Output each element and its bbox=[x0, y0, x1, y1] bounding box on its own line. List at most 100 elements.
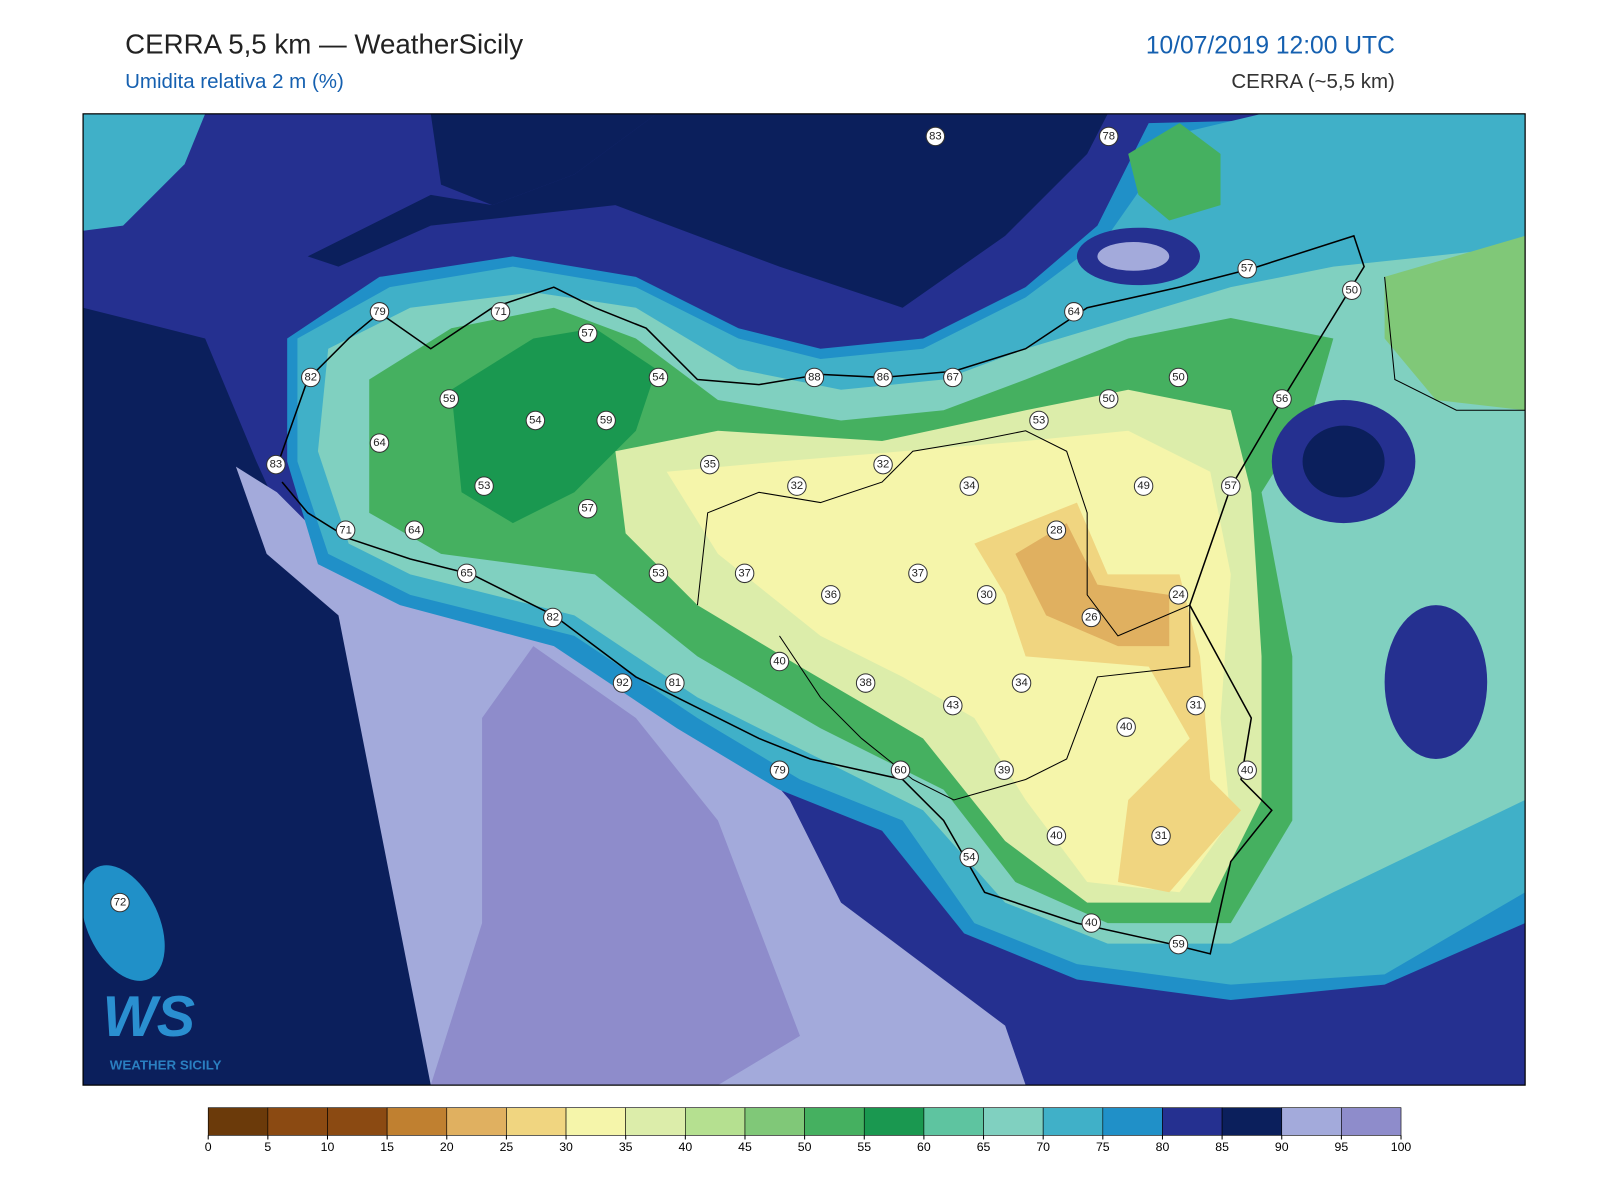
station-value: 49 bbox=[1137, 480, 1150, 492]
color-swatch bbox=[207, 1107, 269, 1136]
station-marker bbox=[769, 760, 790, 780]
station-value: 43 bbox=[947, 700, 960, 712]
station-value: 71 bbox=[339, 524, 352, 536]
field bbox=[1384, 605, 1488, 759]
station-marker bbox=[1237, 258, 1257, 279]
station-marker bbox=[266, 454, 286, 475]
map-frame bbox=[82, 113, 1526, 1086]
model: CERRA (~5,5 km) bbox=[1231, 70, 1394, 93]
color-swatch bbox=[1102, 1107, 1163, 1136]
color-swatch bbox=[446, 1107, 507, 1136]
tick-label: 0 bbox=[205, 1140, 212, 1154]
station-value: 57 bbox=[581, 503, 594, 515]
station-marker bbox=[994, 760, 1014, 780]
station-marker bbox=[873, 454, 893, 475]
station-marker bbox=[908, 563, 928, 584]
station-value: 57 bbox=[581, 327, 594, 339]
station-marker bbox=[474, 476, 494, 496]
station-value: 31 bbox=[1190, 700, 1203, 712]
field bbox=[307, 113, 1108, 308]
tick-label: 10 bbox=[321, 1140, 335, 1154]
station-marker bbox=[1081, 607, 1102, 628]
station-marker bbox=[612, 673, 633, 693]
subtitle: Umidita relativa 2 m (%) bbox=[125, 70, 344, 93]
color-swatch bbox=[625, 1107, 686, 1136]
station-value: 64 bbox=[408, 524, 421, 536]
station-marker bbox=[1011, 673, 1032, 693]
station-value: 50 bbox=[1172, 371, 1185, 383]
station-value: 78 bbox=[1102, 130, 1115, 142]
station-value: 40 bbox=[773, 656, 786, 668]
station-value: 82 bbox=[305, 371, 318, 383]
field bbox=[83, 113, 206, 231]
color-swatch bbox=[1341, 1107, 1402, 1136]
field bbox=[1384, 235, 1526, 411]
station-marker bbox=[596, 410, 616, 431]
field bbox=[83, 865, 165, 981]
station-value: 79 bbox=[773, 764, 786, 776]
tick-label: 85 bbox=[1215, 1140, 1229, 1154]
station-marker bbox=[943, 695, 963, 716]
color-swatch bbox=[267, 1107, 328, 1136]
station-value: 79 bbox=[373, 306, 386, 318]
color-swatch bbox=[386, 1107, 448, 1136]
station-marker bbox=[1168, 934, 1189, 955]
color-swatch bbox=[863, 1107, 925, 1136]
station-value: 54 bbox=[963, 851, 976, 863]
station-value: 81 bbox=[669, 677, 682, 689]
tick-label: 95 bbox=[1335, 1140, 1349, 1154]
station-value: 71 bbox=[494, 306, 507, 318]
station-value: 26 bbox=[1085, 611, 1098, 623]
station-value: 67 bbox=[947, 371, 960, 383]
station-value: 53 bbox=[652, 567, 665, 579]
tick-label: 75 bbox=[1096, 1140, 1110, 1154]
color-swatch bbox=[1221, 1107, 1283, 1136]
station-value: 37 bbox=[912, 567, 925, 579]
datetime: 10/07/2019 12:00 UTC bbox=[1146, 32, 1395, 59]
station-marker bbox=[577, 323, 598, 344]
station-value: 32 bbox=[877, 459, 890, 471]
tick-label: 30 bbox=[559, 1140, 573, 1154]
station-value: 37 bbox=[738, 567, 751, 579]
station-marker bbox=[855, 673, 876, 693]
station-marker bbox=[1272, 389, 1292, 409]
station-marker bbox=[1081, 913, 1102, 933]
tick-label: 5 bbox=[264, 1140, 271, 1154]
station-value: 64 bbox=[373, 437, 386, 449]
color-swatch bbox=[804, 1107, 865, 1136]
tick-label: 100 bbox=[1391, 1140, 1412, 1154]
field bbox=[451, 328, 657, 524]
station-value: 88 bbox=[808, 371, 821, 383]
station-marker bbox=[959, 847, 979, 868]
station-marker bbox=[1237, 760, 1257, 780]
station-value: 34 bbox=[1015, 677, 1028, 689]
station-marker bbox=[1151, 826, 1171, 846]
station-marker bbox=[301, 367, 321, 388]
station-marker bbox=[110, 892, 130, 913]
station-value: 53 bbox=[1033, 415, 1046, 427]
station-value: 36 bbox=[825, 589, 838, 601]
stations: 83 78 57 50 79 71 57 64 82 54 88 86 67 50 59 54 59 53 50 56… bbox=[110, 126, 1362, 955]
station-value: 65 bbox=[460, 567, 473, 579]
tick-label: 55 bbox=[857, 1140, 871, 1154]
station-marker bbox=[769, 651, 790, 672]
station-marker bbox=[925, 126, 946, 147]
color-swatch bbox=[744, 1107, 805, 1136]
field bbox=[83, 307, 1026, 1086]
tick-label: 15 bbox=[380, 1140, 394, 1154]
station-marker bbox=[1221, 476, 1241, 496]
tick-label: 90 bbox=[1275, 1140, 1289, 1154]
station-value: 64 bbox=[1068, 306, 1081, 318]
station-marker bbox=[369, 302, 390, 322]
station-value: 40 bbox=[1241, 764, 1254, 776]
station-value: 59 bbox=[600, 415, 613, 427]
station-marker bbox=[804, 367, 825, 388]
station-marker bbox=[1186, 695, 1206, 716]
station-value: 31 bbox=[1155, 830, 1168, 842]
station-value: 59 bbox=[1172, 939, 1185, 951]
station-marker bbox=[1046, 826, 1067, 846]
station-marker bbox=[439, 389, 459, 409]
station-value: 28 bbox=[1050, 524, 1063, 536]
logo-mark: WS bbox=[103, 985, 196, 1049]
